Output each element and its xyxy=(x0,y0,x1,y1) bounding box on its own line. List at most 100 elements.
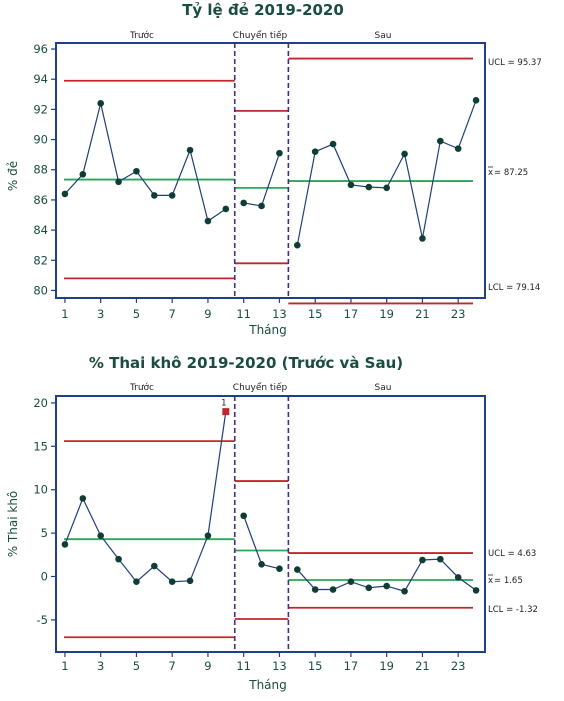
outlier-label: 1 xyxy=(221,399,226,409)
y-tick-label: 80 xyxy=(33,283,48,297)
x-tick-label: 7 xyxy=(169,307,176,321)
data-point xyxy=(472,97,480,104)
data-point xyxy=(276,149,283,157)
y-tick-label: 90 xyxy=(33,133,48,147)
chart-title: Tỷ lệ đẻ 2019-2020 xyxy=(182,1,344,19)
phase-label-transition: Chuyển tiếp xyxy=(233,382,288,393)
data-point xyxy=(133,167,140,175)
data-point xyxy=(437,555,444,563)
x-tick-label: 17 xyxy=(344,659,359,673)
x-tick-label: 9 xyxy=(204,659,211,673)
phase-label-before: Trước xyxy=(129,30,154,41)
series-line xyxy=(64,411,227,583)
data-point xyxy=(419,556,426,564)
y-tick-label: 10 xyxy=(33,483,48,497)
data-point xyxy=(365,584,373,592)
data-point xyxy=(115,178,122,186)
data-point xyxy=(383,184,390,192)
ucl-annotation: UCL = 4.63 xyxy=(488,549,536,559)
data-point xyxy=(419,235,426,242)
data-point xyxy=(151,562,158,570)
center-line-annotation: = 1.65 xyxy=(494,576,523,586)
series-line xyxy=(243,515,280,570)
lcl-annotation: LCL = -1.32 xyxy=(488,605,538,615)
data-point xyxy=(186,146,194,154)
x-symbol: x xyxy=(488,168,493,178)
x-tick-label: 5 xyxy=(133,307,140,321)
x-axis-label: Tháng xyxy=(248,678,287,692)
x-axis-label: Tháng xyxy=(248,323,287,337)
y-tick-label: 15 xyxy=(33,439,48,453)
data-point xyxy=(294,241,301,249)
y-tick-label: -5 xyxy=(37,613,48,627)
data-point xyxy=(240,199,247,207)
data-point xyxy=(258,561,265,568)
series-line xyxy=(64,103,227,223)
y-tick-label: 0 xyxy=(41,570,48,584)
data-point xyxy=(347,578,355,586)
lcl-annotation: LCL = 79.14 xyxy=(488,283,540,293)
data-point xyxy=(79,170,87,178)
data-point xyxy=(240,512,247,520)
y-tick-label: 94 xyxy=(33,72,48,86)
plot-frame xyxy=(55,42,486,299)
x-tick-label: 1 xyxy=(61,307,68,321)
x-tick-label: 23 xyxy=(451,307,466,321)
x-tick-label: 9 xyxy=(204,307,211,321)
x-tick-label: 17 xyxy=(344,307,359,321)
data-point xyxy=(347,181,355,189)
y-tick-label: 5 xyxy=(41,526,48,540)
data-point xyxy=(168,578,176,586)
chart-title: % Thai khô 2019-2020 (Trước và Sau) xyxy=(89,354,403,372)
series-line xyxy=(296,100,477,246)
data-point xyxy=(186,577,194,585)
x-tick-label: 7 xyxy=(169,659,176,673)
y-tick-label: 92 xyxy=(33,102,48,116)
phase-label-before: Trước xyxy=(129,382,154,393)
data-point xyxy=(61,541,69,548)
x-tick-label: 19 xyxy=(379,307,394,321)
x-tick-label: 21 xyxy=(415,659,430,673)
chart-thai-kho: % Thai khô 2019-2020 (Trước và Sau) Thán… xyxy=(6,354,538,692)
data-point xyxy=(204,217,212,225)
data-point xyxy=(204,532,212,540)
y-tick-label: 82 xyxy=(33,253,48,267)
x-tick-label: 19 xyxy=(379,659,394,673)
data-point xyxy=(365,183,373,191)
y-axis-label: % đẻ xyxy=(6,161,20,191)
y-tick-label: 86 xyxy=(33,193,48,207)
x-tick-label: 3 xyxy=(97,307,104,321)
phase-label-transition: Chuyển tiếp xyxy=(233,30,288,41)
x-tick-label: 21 xyxy=(415,307,430,321)
data-point xyxy=(133,578,140,586)
data-point xyxy=(311,148,319,155)
data-point xyxy=(311,586,319,593)
data-point xyxy=(401,587,408,595)
data-point xyxy=(454,145,462,152)
data-point xyxy=(168,192,176,199)
y-tick-label: 84 xyxy=(33,223,48,237)
x-tick-label: 11 xyxy=(236,307,251,321)
data-point xyxy=(97,532,104,540)
chart-ty-le-de: Tỷ lệ đẻ 2019-2020 Tháng % đẻ Trước Chuy… xyxy=(6,1,542,337)
data-point xyxy=(222,205,230,213)
data-point xyxy=(258,202,265,210)
data-point xyxy=(329,140,337,148)
x-symbol: x xyxy=(488,576,493,586)
data-point xyxy=(151,192,158,199)
y-tick-label: 88 xyxy=(33,163,48,177)
x-tick-label: 23 xyxy=(451,659,466,673)
y-tick-label: 96 xyxy=(33,42,48,56)
x-tick-label: 15 xyxy=(308,659,323,673)
phase-label-after: Sau xyxy=(375,383,392,393)
x-tick-label: 1 xyxy=(61,659,68,673)
data-point xyxy=(115,555,122,563)
data-point xyxy=(383,582,390,590)
data-point xyxy=(472,587,480,594)
data-point xyxy=(79,495,87,502)
data-point xyxy=(61,190,69,198)
phase-label-after: Sau xyxy=(375,31,392,41)
x-tick-label: 3 xyxy=(97,659,104,673)
plot-frame xyxy=(55,395,486,653)
